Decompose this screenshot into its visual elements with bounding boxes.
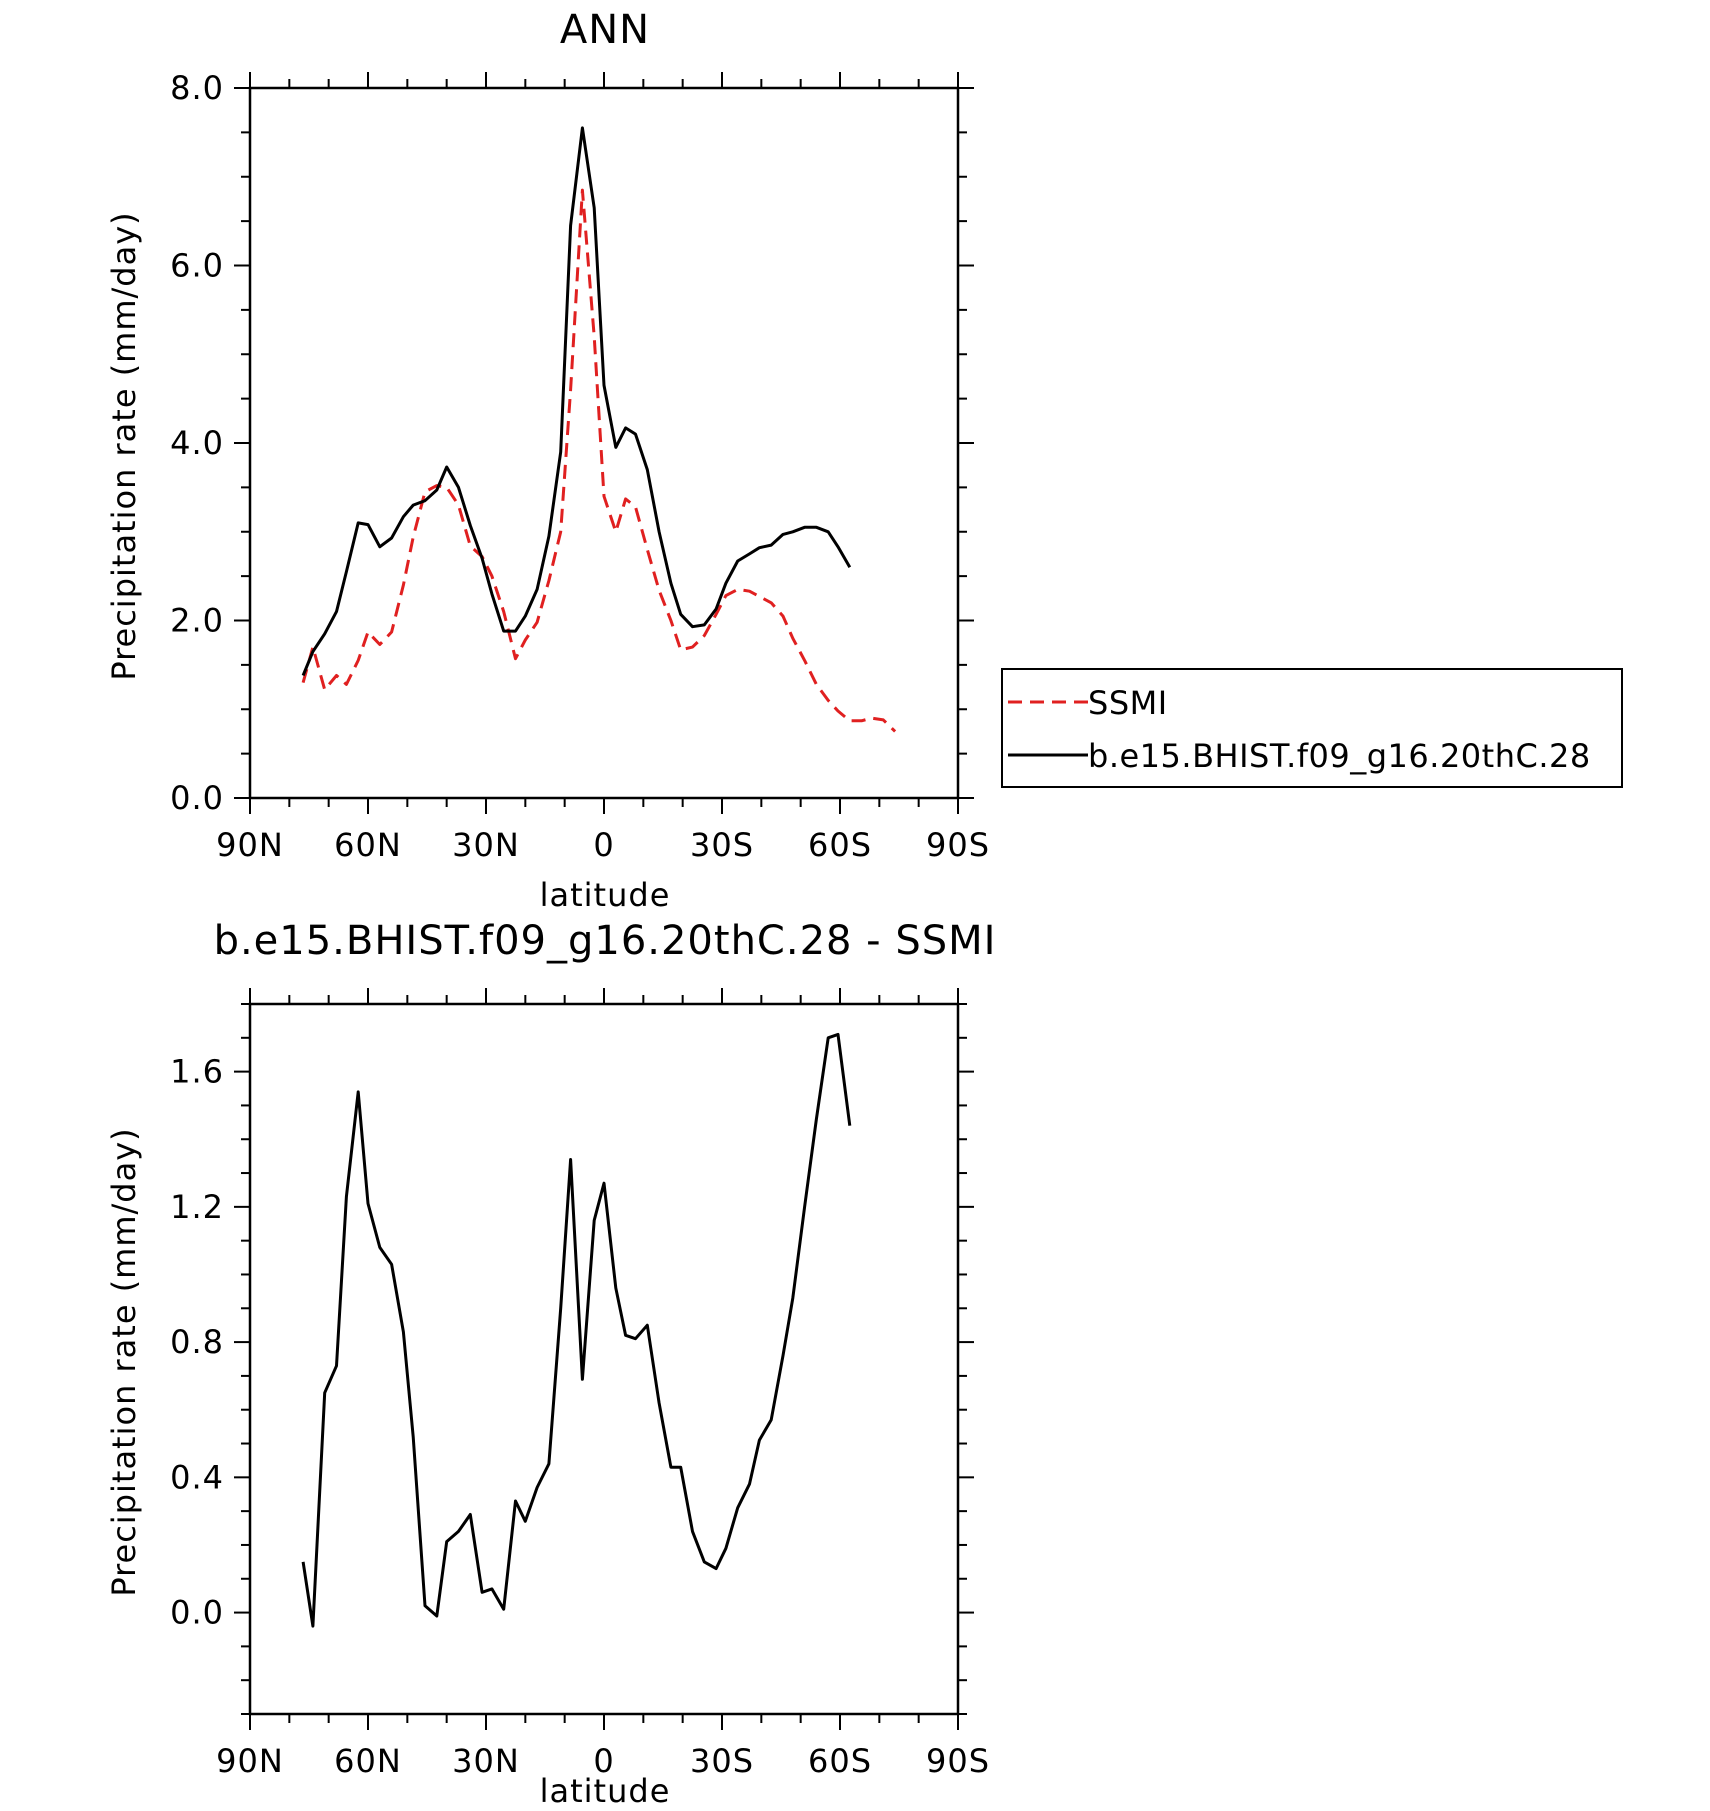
x-tick-label: 30N bbox=[452, 1742, 520, 1780]
series-line-0 bbox=[301, 1032, 852, 1628]
difference-panel: b.e15.BHIST.f09_g16.20thC.28 - SSMI 90N 6… bbox=[105, 918, 997, 1810]
y-tick-label: 0.8 bbox=[170, 1323, 224, 1361]
y-tick-label: 0.4 bbox=[170, 1458, 224, 1496]
y-tick-label: 4.0 bbox=[170, 424, 224, 462]
panel-title: b.e15.BHIST.f09_g16.20thC.28 - SSMI bbox=[214, 918, 997, 964]
x-tick-label: 30N bbox=[452, 826, 520, 864]
x-tick-label: 90N bbox=[216, 1742, 284, 1780]
x-axis-label: latitude bbox=[540, 876, 671, 914]
y-tick-label: 6.0 bbox=[170, 247, 224, 285]
x-tick-label: 60N bbox=[334, 1742, 402, 1780]
x-tick-label: 60S bbox=[808, 1742, 872, 1780]
axes: 90N 60N 30N 0 30S 60S 90S 0.0 2.0 4.0 6.0 8.0 bbox=[170, 69, 990, 864]
plot-frame bbox=[248, 86, 960, 800]
y-tick-label: 0.0 bbox=[170, 779, 224, 817]
y-tick-label: 1.6 bbox=[170, 1053, 224, 1091]
x-tick-label: 30S bbox=[690, 1742, 754, 1780]
legend: SSMI b.e15.BHIST.f09_g16.20thC.28 bbox=[1001, 668, 1623, 788]
legend-entry-model: b.e15.BHIST.f09_g16.20thC.28 bbox=[1088, 737, 1591, 775]
x-tick-label: 90N bbox=[216, 826, 284, 864]
x-tick-label: 90S bbox=[926, 1742, 990, 1780]
series-line-ssmi bbox=[301, 188, 897, 733]
axes: 90N 60N 30N 0 30S 60S 90S 0.0 0.4 0.8 1.2 1.6 bbox=[170, 988, 990, 1780]
x-tick-label: 90S bbox=[926, 826, 990, 864]
y-axis-label: Precipitation rate (mm/day) bbox=[105, 1127, 143, 1596]
plot-lines bbox=[301, 126, 897, 733]
x-tick-label: 60S bbox=[808, 826, 872, 864]
legend-entry-ssmi: SSMI bbox=[1088, 684, 1168, 722]
x-axis-label: latitude bbox=[540, 1772, 671, 1810]
y-tick-label: 2.0 bbox=[170, 602, 224, 640]
legend-box bbox=[1001, 668, 1623, 788]
plot-lines bbox=[301, 1032, 852, 1628]
y-tick-label: 8.0 bbox=[170, 69, 224, 107]
y-tick-label: 1.2 bbox=[170, 1188, 224, 1226]
x-tick-label: 60N bbox=[334, 826, 402, 864]
x-tick-label: 0 bbox=[593, 826, 614, 864]
x-tick-label: 30S bbox=[690, 826, 754, 864]
y-axis-label: Precipitation rate (mm/day) bbox=[105, 211, 143, 680]
y-tick-label: 0.0 bbox=[170, 1594, 224, 1632]
x-tick-label: 0 bbox=[593, 1742, 614, 1780]
annual-precipitation-panel: ANN 90N 60N 30N 0 30S 60S 90S 0.0 2.0 4.0 6.0 8.0 l… bbox=[105, 7, 1623, 914]
panel-title: ANN bbox=[560, 7, 650, 53]
series-line-b-e15-bhist-f09-g16-20thc-28 bbox=[301, 126, 852, 677]
